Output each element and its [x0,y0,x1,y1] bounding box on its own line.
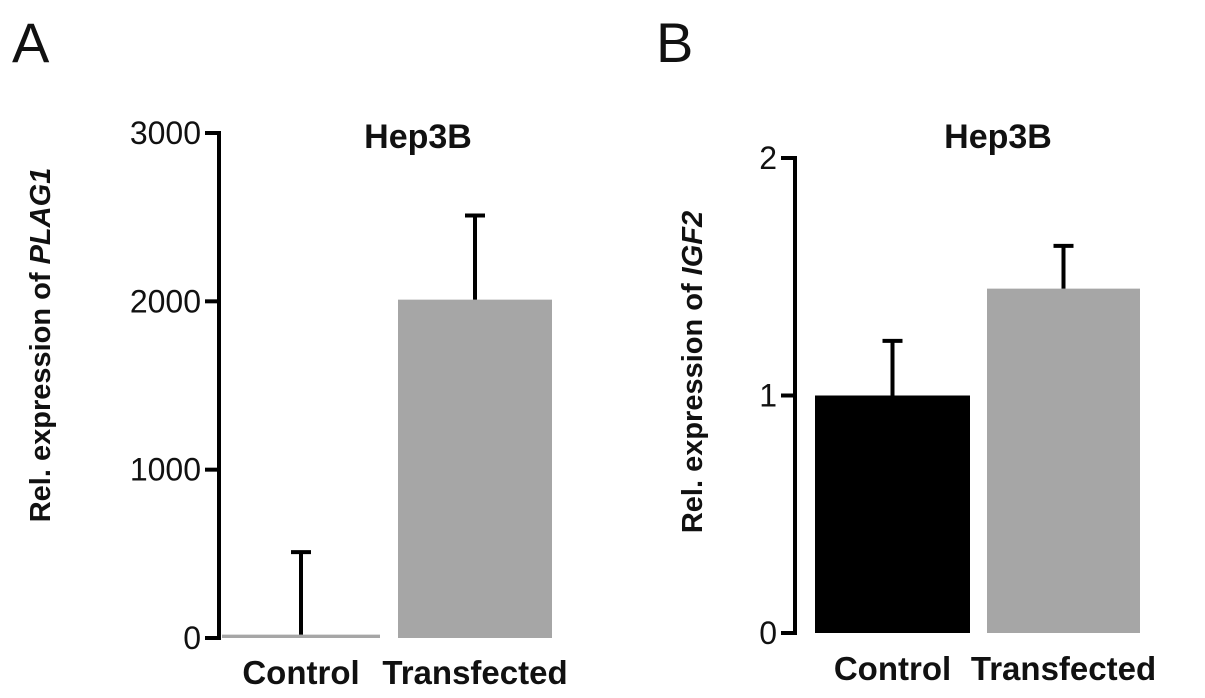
panel-a-category-label-control: Control [242,654,359,691]
panel-a-y-tick-label: 2000 [130,283,201,319]
panel-a-y-tick-label: 1000 [130,452,201,488]
panel-a-error-bar-transfected [465,213,485,300]
panel-a: A Hep3B Rel. expression of PLAG1 0 1000 20… [12,11,568,691]
panel-b-y-tick-label: 1 [759,378,777,414]
panel-a-y-axis-label: Rel. expression of PLAG1 [25,168,57,523]
panel-b-category-label-transfected: Transfected [971,650,1156,687]
panel-a-y-axis-label-prefix: Rel. expression of [25,264,57,522]
panel-b-error-bar-control [882,338,903,396]
panel-a-y-tick-label: 3000 [130,115,201,151]
panel-b-bar-transfected [987,288,1140,633]
panel-b-y-tick-label: 2 [759,140,777,176]
panel-b-y-axis-label-gene: IGF2 [677,211,709,275]
panel-b-title: Hep3B [944,118,1052,156]
panel-a-error-bar-control [291,550,311,635]
panel-a-category-label-transfected: Transfected [382,654,567,691]
panel-b: B Hep3B Rel. expression of IGF2 0 1 2 Contr… [656,11,1156,687]
panel-a-bar-control [222,634,380,638]
panel-b-plot-area: 0 1 2 Control Transfected [759,140,1156,687]
panel-a-bar-transfected [398,299,552,638]
panel-a-plot-area: 0 1000 2000 3000 Control Transfected [130,115,568,691]
panel-b-category-label-control: Control [834,650,951,687]
panel-a-title: Hep3B [364,118,472,156]
panel-b-y-axis-label-prefix: Rel. expression of [677,275,709,533]
panel-a-y-axis-label-gene: PLAG1 [25,168,57,265]
panel-b-error-bar-transfected [1053,243,1074,289]
panel-a-y-tick-label: 0 [183,620,201,656]
panel-b-y-axis-label: Rel. expression of IGF2 [677,211,709,533]
panel-a-label: A [12,11,50,74]
panel-b-y-tick-label: 0 [759,615,777,651]
panel-b-label: B [656,11,693,74]
panel-b-bar-control [815,395,970,633]
